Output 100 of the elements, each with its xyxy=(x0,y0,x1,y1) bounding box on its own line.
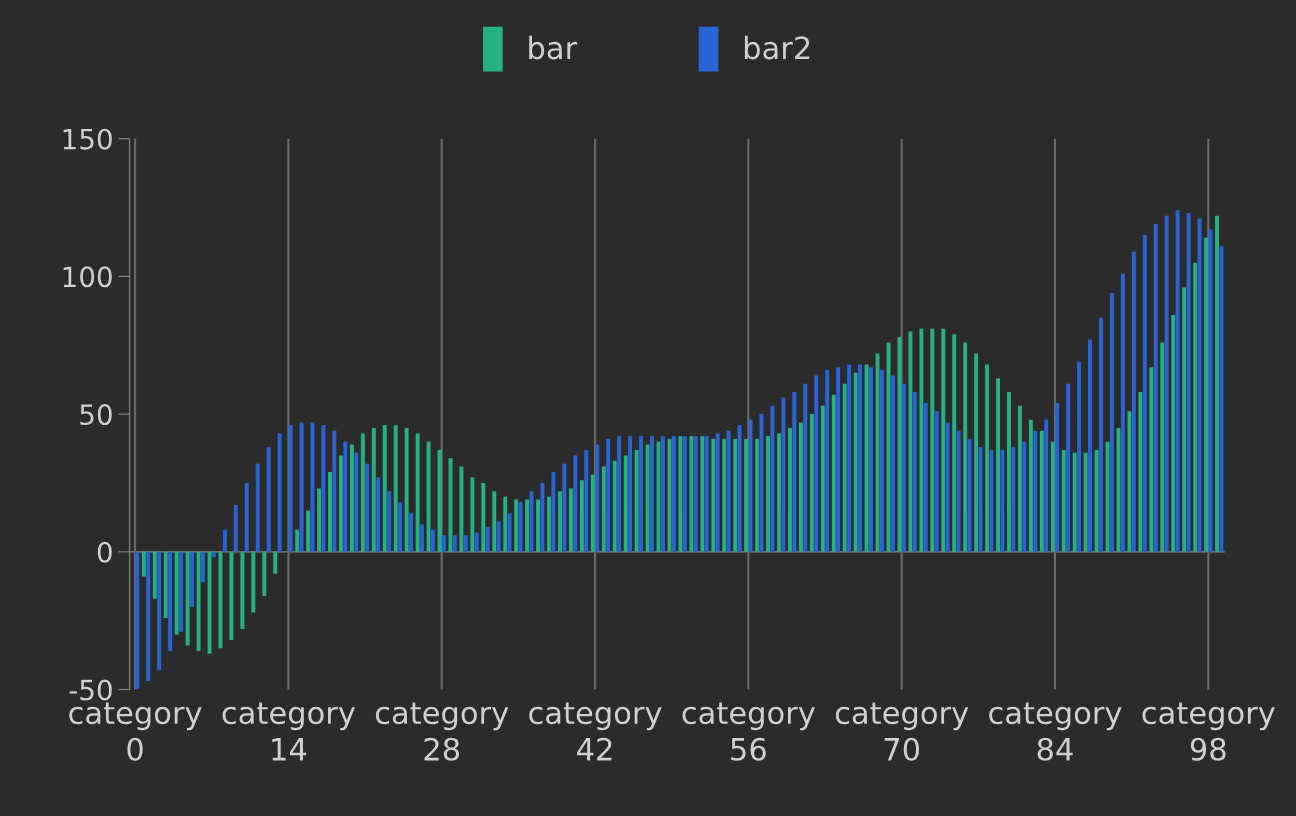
bar xyxy=(211,551,216,558)
bar xyxy=(1138,392,1143,552)
bar xyxy=(387,491,392,552)
bar xyxy=(562,463,567,552)
bar xyxy=(1055,403,1060,552)
bar xyxy=(766,436,771,552)
bar xyxy=(628,436,633,552)
bar xyxy=(1007,392,1011,552)
bar xyxy=(901,383,906,552)
bar xyxy=(266,447,271,552)
bar xyxy=(1028,419,1033,552)
bar xyxy=(222,529,227,552)
bar xyxy=(963,342,968,552)
bar xyxy=(650,436,654,552)
y-tick-label: -50 xyxy=(69,679,112,701)
bar xyxy=(1022,441,1027,552)
bar xyxy=(1083,452,1088,552)
bar xyxy=(1127,411,1132,552)
bar xyxy=(595,444,600,552)
bar xyxy=(536,499,541,552)
bar xyxy=(207,551,212,654)
bar xyxy=(689,436,694,552)
bar xyxy=(349,444,354,552)
bar xyxy=(328,471,332,552)
bar xyxy=(568,488,573,552)
bar xyxy=(492,491,497,552)
bar xyxy=(1094,449,1099,552)
bar xyxy=(606,438,611,552)
bar xyxy=(1099,317,1103,552)
bar xyxy=(996,378,1000,552)
bar xyxy=(1109,292,1114,552)
bar xyxy=(426,441,431,552)
bar xyxy=(430,529,435,552)
bar xyxy=(518,502,523,552)
bar xyxy=(919,328,924,552)
bar xyxy=(945,422,950,552)
bar xyxy=(409,513,414,552)
bar xyxy=(1000,449,1005,552)
bar xyxy=(174,551,179,635)
bar xyxy=(612,460,617,552)
bar xyxy=(798,422,803,552)
bar xyxy=(1219,246,1224,552)
bar xyxy=(360,433,365,552)
bar xyxy=(1131,251,1136,552)
legend-label: bar xyxy=(529,35,578,60)
bar xyxy=(869,367,873,552)
bar xyxy=(748,419,753,552)
bar xyxy=(146,551,151,682)
bar xyxy=(1066,383,1071,552)
bar xyxy=(787,427,792,552)
bar xyxy=(507,513,512,552)
bar xyxy=(671,436,676,552)
bar xyxy=(831,394,836,552)
bar xyxy=(152,551,157,599)
bar xyxy=(875,353,880,552)
bar xyxy=(1182,287,1187,552)
bar xyxy=(514,499,519,552)
bar xyxy=(825,370,830,552)
bar xyxy=(1072,452,1077,552)
y-tick-label: 0 xyxy=(97,541,112,563)
bar xyxy=(190,551,194,607)
bar xyxy=(163,551,168,618)
bar xyxy=(179,551,184,632)
bar xyxy=(639,436,643,552)
y-tick-label: 50 xyxy=(80,404,112,426)
bar xyxy=(704,436,709,552)
bar xyxy=(332,430,337,552)
bar xyxy=(1105,441,1110,552)
bar xyxy=(941,328,946,552)
bar xyxy=(481,482,486,552)
x-tick-label: category 98 xyxy=(1142,702,1275,761)
bar xyxy=(912,392,917,552)
bar xyxy=(934,411,939,552)
bar xyxy=(244,482,249,552)
bar xyxy=(711,438,716,552)
bar xyxy=(365,463,370,552)
bar xyxy=(240,551,245,629)
bar xyxy=(317,488,322,552)
bar xyxy=(496,521,501,552)
bar xyxy=(590,474,595,552)
bar xyxy=(733,438,738,552)
bar xyxy=(251,551,256,613)
bar xyxy=(547,496,551,552)
bar xyxy=(1215,215,1220,552)
bar xyxy=(781,397,786,552)
bar xyxy=(277,433,282,552)
bar xyxy=(1171,314,1176,552)
bar xyxy=(660,436,665,552)
bar xyxy=(371,427,376,552)
bar xyxy=(1149,367,1154,552)
bar xyxy=(956,430,961,552)
bar xyxy=(820,405,825,552)
bar xyxy=(879,370,884,552)
bar xyxy=(1077,361,1082,552)
bar xyxy=(678,436,683,552)
bar xyxy=(299,422,304,552)
bar xyxy=(273,551,278,574)
bar xyxy=(354,452,359,552)
bar xyxy=(540,482,545,552)
bar xyxy=(255,463,260,552)
